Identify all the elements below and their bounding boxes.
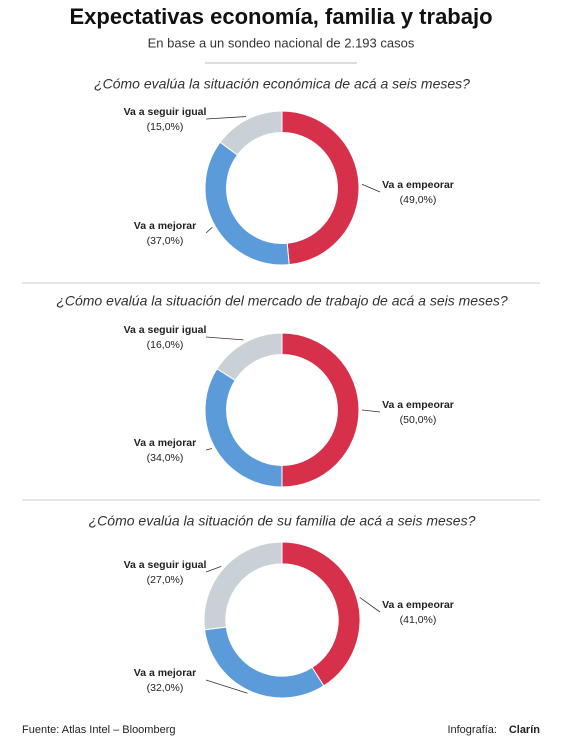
credit: Infografía: <box>447 724 497 736</box>
slice-label: Va a empeorar <box>382 599 454 611</box>
value-label: (32,0%) <box>147 682 184 694</box>
value-label: (50,0%) <box>400 414 437 426</box>
donut-slice <box>281 332 360 488</box>
leader-line <box>205 226 213 234</box>
value-label: (15,0%) <box>147 121 184 133</box>
slice-label: Va a seguir igual <box>124 559 207 571</box>
source: Fuente: Atlas Intel – Bloomberg <box>22 724 175 736</box>
donut-slice <box>203 541 283 631</box>
slice-label: Va a mejorar <box>134 667 196 679</box>
value-label: (37,0%) <box>147 235 184 247</box>
brand: Clarín <box>509 724 540 736</box>
chart-title: ¿Cómo evalúa la situación de su familia … <box>89 513 476 529</box>
leader-line <box>205 679 248 694</box>
page-subtitle: En base a un sondeo nacional de 2.193 ca… <box>148 35 415 50</box>
donut-slice <box>219 110 283 156</box>
value-label: (16,0%) <box>147 339 184 351</box>
donut-slice <box>204 141 290 266</box>
leader-line <box>359 597 381 613</box>
chart-title: ¿Cómo evalúa la situación económica de a… <box>94 76 470 92</box>
slice-label: Va a empeorar <box>382 399 454 411</box>
leader-line <box>361 183 381 193</box>
leader-line <box>205 566 222 573</box>
slice-label: Va a mejorar <box>134 437 196 449</box>
donut-slice <box>281 110 360 266</box>
slice-label: Va a seguir igual <box>124 324 207 336</box>
donut-slice <box>281 541 361 687</box>
donut-slice <box>204 368 283 488</box>
slice-label: Va a empeorar <box>382 179 454 191</box>
leader-line <box>205 448 212 451</box>
donut-slice <box>204 626 325 699</box>
leader-line <box>361 409 381 413</box>
donut-slice <box>216 332 283 381</box>
slice-label: Va a seguir igual <box>124 106 207 118</box>
value-label: (41,0%) <box>400 614 437 626</box>
chart-title: ¿Cómo evalúa la situación del mercado de… <box>56 293 508 309</box>
value-label: (34,0%) <box>147 452 184 464</box>
page-title: Expectativas economía, familia y trabajo <box>69 4 492 29</box>
slice-label: Va a mejorar <box>134 220 196 232</box>
leader-line <box>205 336 244 341</box>
leader-line <box>205 116 247 120</box>
value-label: (49,0%) <box>400 194 437 206</box>
value-label: (27,0%) <box>147 574 184 586</box>
